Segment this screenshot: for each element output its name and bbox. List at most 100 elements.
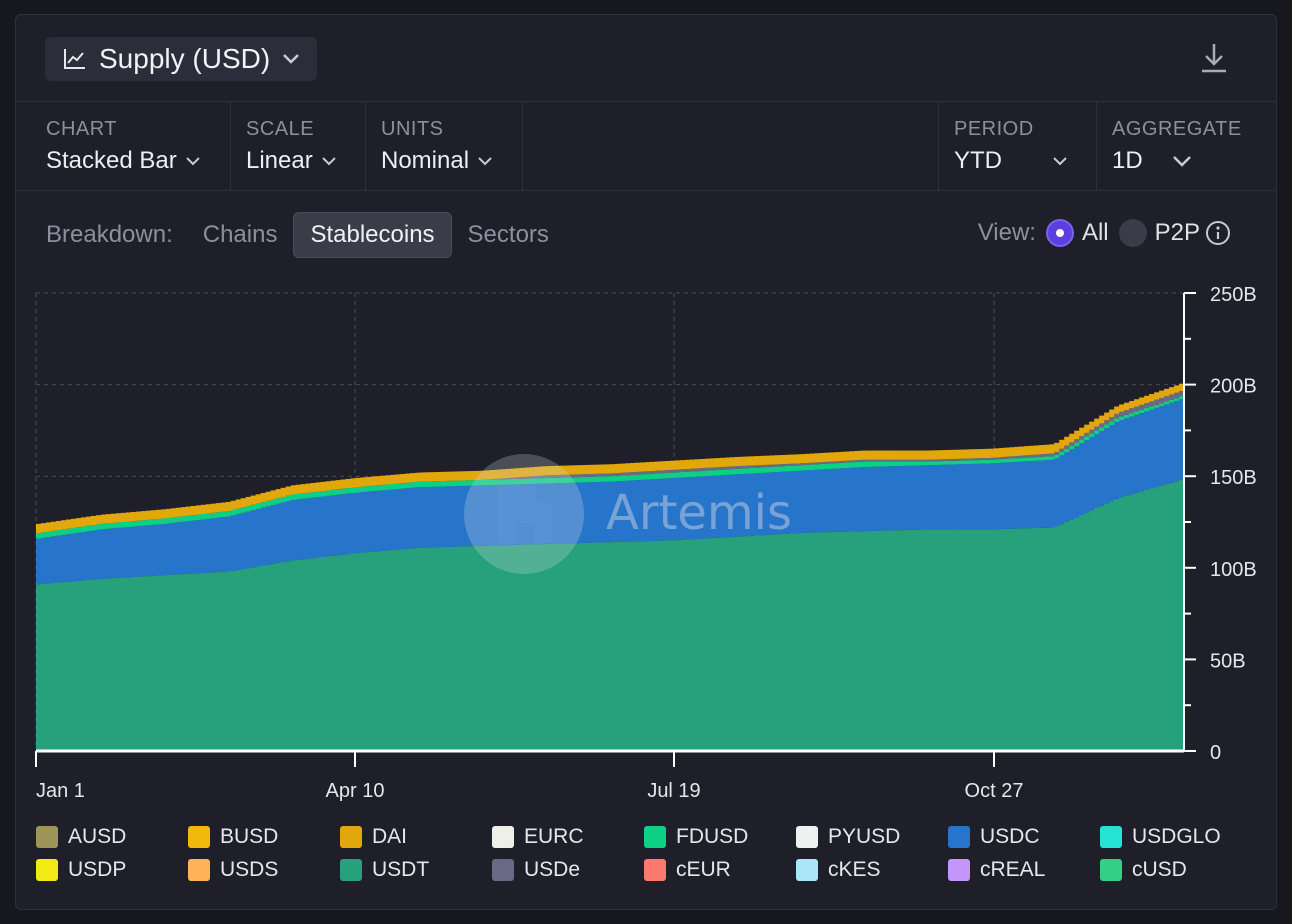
legend-item[interactable]: USDe	[492, 858, 580, 882]
bar-segment-dai	[190, 505, 197, 516]
bar-segment-usde	[844, 460, 851, 463]
y-tick-label: 100B	[1210, 559, 1257, 581]
units-control[interactable]: UNITS Nominal	[351, 102, 521, 190]
bar-segment-fdusd	[45, 531, 52, 538]
bar-segment-usdt	[55, 582, 62, 751]
bar-segment-usdt	[95, 579, 102, 751]
bar-segment-usdc	[684, 477, 691, 540]
bar-segment-fdusd	[799, 465, 806, 471]
bar-segment-fdusd	[999, 459, 1005, 463]
bar-segment-fdusd	[415, 481, 421, 488]
bar-segment-usde	[944, 459, 951, 461]
view-option-all[interactable]: All	[1081, 219, 1109, 246]
bar-segment-fdusd	[580, 476, 586, 483]
legend-item[interactable]: cUSD	[1100, 858, 1187, 882]
bar-segment-usdt	[1049, 527, 1055, 751]
bar-segment-dai	[340, 479, 347, 489]
radio-all[interactable]	[1045, 219, 1074, 247]
bar-segment-usdt	[545, 543, 551, 751]
bar-segment-dai	[884, 450, 891, 460]
bar-segment-fdusd	[929, 461, 936, 466]
bar-segment-usdt	[610, 542, 616, 751]
bar-segment-usdc	[220, 517, 227, 572]
legend-item[interactable]: cEUR	[644, 858, 731, 882]
legend-item[interactable]: EURC	[492, 825, 584, 849]
bar-segment-usde	[550, 475, 556, 478]
legend-item[interactable]: USDP	[36, 858, 126, 882]
divider	[938, 102, 939, 190]
bar-segment-fdusd	[734, 468, 741, 475]
bar-segment-usdc	[215, 517, 222, 573]
bar-segment-usdc	[979, 463, 985, 530]
legend-item[interactable]: USDC	[948, 825, 1040, 849]
tab-chains[interactable]: Chains	[202, 221, 278, 248]
bar-segment-dai	[580, 465, 586, 475]
scale-control[interactable]: SCALE Linear	[216, 102, 366, 190]
chart-type-control[interactable]: CHART Stacked Bar	[16, 102, 230, 190]
bar-segment-usde	[614, 473, 621, 476]
bar-segment-usdc	[1129, 416, 1135, 495]
bar-segment-usdc	[425, 486, 431, 548]
bar-segment-usdc	[819, 469, 826, 533]
bar-segment-usde	[1139, 404, 1145, 410]
period-control[interactable]: PERIOD YTD	[924, 102, 1096, 190]
bar-segment-fdusd	[280, 496, 287, 503]
metric-selector[interactable]: Supply (USD)	[45, 37, 317, 81]
view-option-p2p[interactable]: P2P	[1154, 219, 1200, 246]
legend-item[interactable]: cKES	[796, 858, 881, 882]
bar-segment-fdusd	[200, 513, 207, 520]
bar-segment-dai	[724, 457, 731, 467]
bar-segment-dai	[595, 464, 601, 474]
legend-swatch	[1100, 826, 1122, 848]
tab-sectors[interactable]: Sectors	[467, 221, 549, 248]
bar-segment-usdc	[1114, 422, 1120, 499]
bar-segment-usde	[669, 469, 676, 473]
bar-segment-usde	[1144, 403, 1150, 409]
bar-segment-usdt	[115, 577, 122, 751]
bar-segment-usde	[1039, 454, 1045, 457]
bar-segment-usdc	[999, 462, 1005, 530]
bar-segment-usdt	[1124, 495, 1130, 751]
bar-segment-fdusd	[575, 477, 581, 483]
bar-segment-fdusd	[175, 516, 182, 523]
bar-segment-fdusd	[774, 466, 781, 473]
radio-p2p[interactable]	[1118, 219, 1147, 247]
bar-segment-fdusd	[140, 520, 147, 526]
y-tick-label: 50B	[1210, 650, 1246, 672]
legend-item[interactable]: cREAL	[948, 858, 1045, 882]
download-button[interactable]	[1198, 41, 1230, 77]
bar-segment-fdusd	[1069, 445, 1075, 450]
info-icon[interactable]	[1204, 219, 1232, 247]
legend-item[interactable]: USDT	[340, 858, 429, 882]
legend-item[interactable]: USDGLO	[1100, 825, 1221, 849]
bar-segment-usdt	[575, 543, 581, 751]
legend-label: USDT	[372, 858, 430, 881]
bar-segment-usde	[879, 459, 886, 462]
legend-item[interactable]: BUSD	[188, 825, 278, 849]
bar-segment-usdt	[550, 543, 556, 751]
bar-segment-usdt	[844, 531, 851, 751]
tab-stablecoins[interactable]: Stablecoins	[293, 212, 452, 258]
aggregate-control[interactable]: AGGREGATE 1D	[1082, 102, 1276, 190]
bar-segment-dai	[125, 512, 132, 522]
bar-segment-dai	[590, 464, 596, 474]
bar-segment-dai	[874, 450, 881, 460]
breakdown-label: Breakdown:	[46, 221, 173, 248]
bar-segment-usde	[729, 466, 736, 470]
legend-item[interactable]: DAI	[340, 825, 407, 849]
legend-item[interactable]: PYUSD	[796, 825, 900, 849]
bar-segment-fdusd	[465, 480, 471, 486]
bar-segment-usdc	[265, 506, 272, 565]
legend-item[interactable]: AUSD	[36, 825, 126, 849]
bar-segment-usde	[894, 459, 901, 462]
legend-item[interactable]: USDS	[188, 858, 278, 882]
bar-segment-usde	[699, 468, 706, 471]
bar-segment-usdt	[110, 578, 117, 751]
legend-item[interactable]: FDUSD	[644, 825, 748, 849]
bar-segment-usdc	[624, 480, 631, 542]
bar-segment-fdusd	[1119, 416, 1125, 420]
bar-segment-usde	[964, 458, 970, 461]
bar-segment-dai	[185, 506, 192, 516]
bar-segment-dai	[195, 505, 202, 515]
bar-segment-fdusd	[804, 464, 811, 471]
